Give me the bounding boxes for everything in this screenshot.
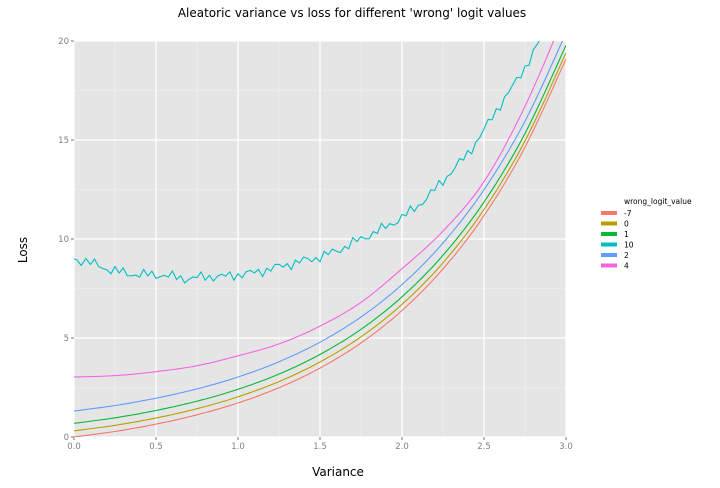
axis-ticks: 0.0 0.5 1.0 1.5 2.0 2.5 3.0 0 5 10 15 20 bbox=[58, 37, 573, 452]
legend-title: wrong_logit_value bbox=[624, 197, 692, 206]
x-tick-label: 3.0 bbox=[559, 442, 573, 452]
legend-swatch bbox=[601, 253, 617, 257]
legend-swatch bbox=[601, 221, 617, 226]
x-axis-label: Variance bbox=[312, 465, 364, 479]
legend-label: 10 bbox=[624, 241, 634, 250]
legend-label: -7 bbox=[624, 209, 632, 218]
x-tick-label: 2.5 bbox=[477, 442, 491, 452]
x-tick-label: 1.5 bbox=[313, 442, 327, 452]
y-tick-label: 15 bbox=[58, 136, 69, 146]
series-line-4 bbox=[74, 41, 555, 378]
legend-swatch bbox=[601, 263, 617, 268]
series-line-0 bbox=[74, 52, 566, 432]
series-line-10 bbox=[74, 41, 540, 284]
legend-label: 1 bbox=[624, 230, 629, 239]
legend-label: 4 bbox=[624, 262, 629, 271]
x-tick-label: 1.0 bbox=[231, 442, 245, 452]
series-line-1 bbox=[74, 45, 566, 424]
legend: wrong_logit_value -7 01 102 4 bbox=[601, 197, 692, 271]
y-tick-label: 20 bbox=[58, 37, 69, 47]
legend-swatch bbox=[601, 232, 617, 236]
legend-swatch bbox=[601, 211, 617, 215]
series-lines bbox=[74, 41, 566, 437]
y-tick-label: 0 bbox=[64, 433, 69, 443]
chart-title: Aleatoric variance vs loss for different… bbox=[178, 6, 526, 20]
series-line-2 bbox=[74, 41, 563, 412]
x-tick-label: 2.0 bbox=[395, 442, 409, 452]
series-line--7 bbox=[74, 58, 566, 437]
legend-label: 0 bbox=[624, 220, 629, 229]
x-tick-label: 0.0 bbox=[67, 442, 81, 452]
x-tick-label: 0.5 bbox=[149, 442, 163, 452]
legend-swatch bbox=[601, 242, 617, 247]
y-tick-label: 10 bbox=[58, 235, 69, 245]
legend-label: 2 bbox=[624, 251, 629, 260]
y-tick-label: 5 bbox=[64, 334, 69, 344]
y-axis-label: Loss bbox=[16, 237, 30, 263]
